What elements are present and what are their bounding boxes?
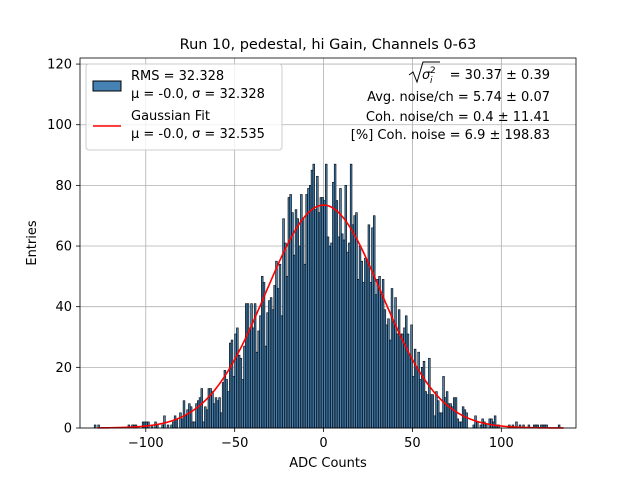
x-tick-label: 0 (319, 436, 327, 451)
annotation-coh-noise: Coh. noise/ch = 0.4 ± 11.41 (366, 110, 550, 125)
legend-fit-label: Gaussian Fit (131, 109, 210, 124)
x-axis-label: ADC Counts (289, 456, 367, 471)
legend-fit-stats: μ = -0.0, σ = 32.535 (131, 127, 265, 142)
histogram-bar (166, 424, 170, 429)
annotation-coh-noise-percent: [%] Coh. noise = 6.9 ± 198.83 (351, 128, 550, 143)
svg-text:i: i (430, 76, 433, 86)
y-tick-label: 80 (55, 179, 72, 194)
x-tick-label: −50 (221, 436, 248, 451)
annotation-avg-noise: Avg. noise/ch = 5.74 ± 0.07 (367, 90, 550, 105)
y-tick-label: 120 (47, 58, 72, 73)
x-axis-ticks: −100 −50 0 50 100 (128, 428, 514, 451)
legend: RMS = 32.328 μ = -0.0, σ = 32.328 Gaussi… (85, 63, 283, 151)
chart-title: Run 10, pedestal, hi Gain, Channels 0-63 (180, 37, 477, 53)
y-axis-label: Entries (25, 220, 40, 266)
histogram-bar (485, 424, 488, 429)
x-tick-label: 50 (404, 436, 421, 451)
histogram-bar (93, 424, 97, 429)
svg-text:σ: σ (422, 68, 431, 83)
histogram-bar (465, 412, 468, 429)
histogram-bar (156, 424, 159, 429)
y-axis-ticks: 0 20 40 60 80 100 120 (47, 58, 80, 437)
gaussian-fit-line (97, 204, 564, 429)
y-tick-label: 0 (64, 422, 72, 437)
legend-box (85, 63, 283, 151)
noise-annotations: σ 2 i = 30.37 ± 0.39 Avg. noise/ch = 5.7… (351, 61, 550, 143)
svg-text:2: 2 (430, 66, 436, 76)
legend-histogram-stats: μ = -0.0, σ = 32.328 (131, 87, 265, 102)
histogram-bar (163, 415, 166, 429)
x-tick-label: −100 (128, 436, 164, 451)
histogram-bar (476, 421, 479, 429)
annotation-total-noise: = 30.37 ± 0.39 (446, 68, 550, 83)
histogram-bars (93, 163, 561, 429)
x-tick-label: 100 (489, 436, 514, 451)
legend-histogram-label: RMS = 32.328 (131, 69, 224, 84)
legend-histogram-patch (92, 80, 122, 92)
y-tick-label: 100 (47, 118, 72, 133)
histogram-bar (175, 418, 179, 429)
sqrt-sigma-symbol: σ 2 i (408, 61, 440, 86)
y-tick-label: 40 (55, 300, 72, 315)
y-tick-label: 20 (55, 361, 72, 376)
y-tick-label: 60 (55, 240, 72, 255)
plot-frame (79, 57, 577, 429)
